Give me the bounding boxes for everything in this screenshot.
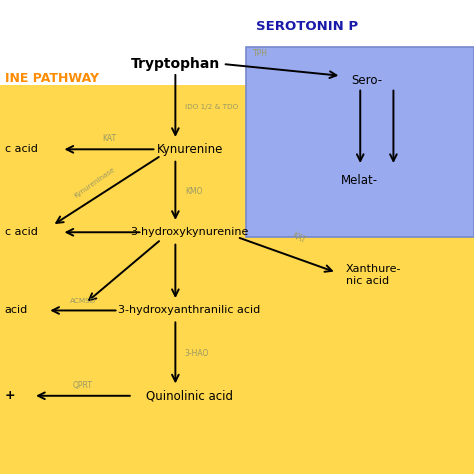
Text: KMO: KMO (185, 187, 202, 195)
Text: ACMSD: ACMSD (70, 298, 96, 304)
Text: Xanthure-
nic acid: Xanthure- nic acid (346, 264, 401, 286)
Text: 3-hydroxyanthranilic acid: 3-hydroxyanthranilic acid (118, 305, 261, 316)
Text: QPRT: QPRT (73, 381, 93, 390)
Text: Kynureninase: Kynureninase (73, 166, 117, 199)
Text: Sero-: Sero- (351, 74, 382, 87)
Text: c acid: c acid (5, 144, 37, 155)
Text: KAT: KAT (290, 231, 307, 246)
Text: IDO 1/2 & TDO: IDO 1/2 & TDO (185, 104, 238, 109)
Text: acid: acid (5, 305, 28, 316)
Text: INE PATHWAY: INE PATHWAY (5, 72, 99, 85)
Text: Melat-: Melat- (341, 173, 378, 187)
Text: Tryptophan: Tryptophan (131, 57, 220, 71)
Text: TPH: TPH (253, 49, 268, 58)
Text: 3-hydroxykynurenine: 3-hydroxykynurenine (130, 227, 249, 237)
Text: 3-HAO: 3-HAO (185, 349, 209, 357)
Text: Kynurenine: Kynurenine (156, 143, 223, 156)
Bar (0, 85, 474, 474)
Text: Quinolinic acid: Quinolinic acid (146, 389, 233, 402)
Text: KAT: KAT (102, 134, 116, 143)
Bar (246, 47, 474, 237)
Text: +: + (5, 389, 15, 402)
Text: SEROTONIN P: SEROTONIN P (256, 19, 358, 33)
Text: c acid: c acid (5, 227, 37, 237)
